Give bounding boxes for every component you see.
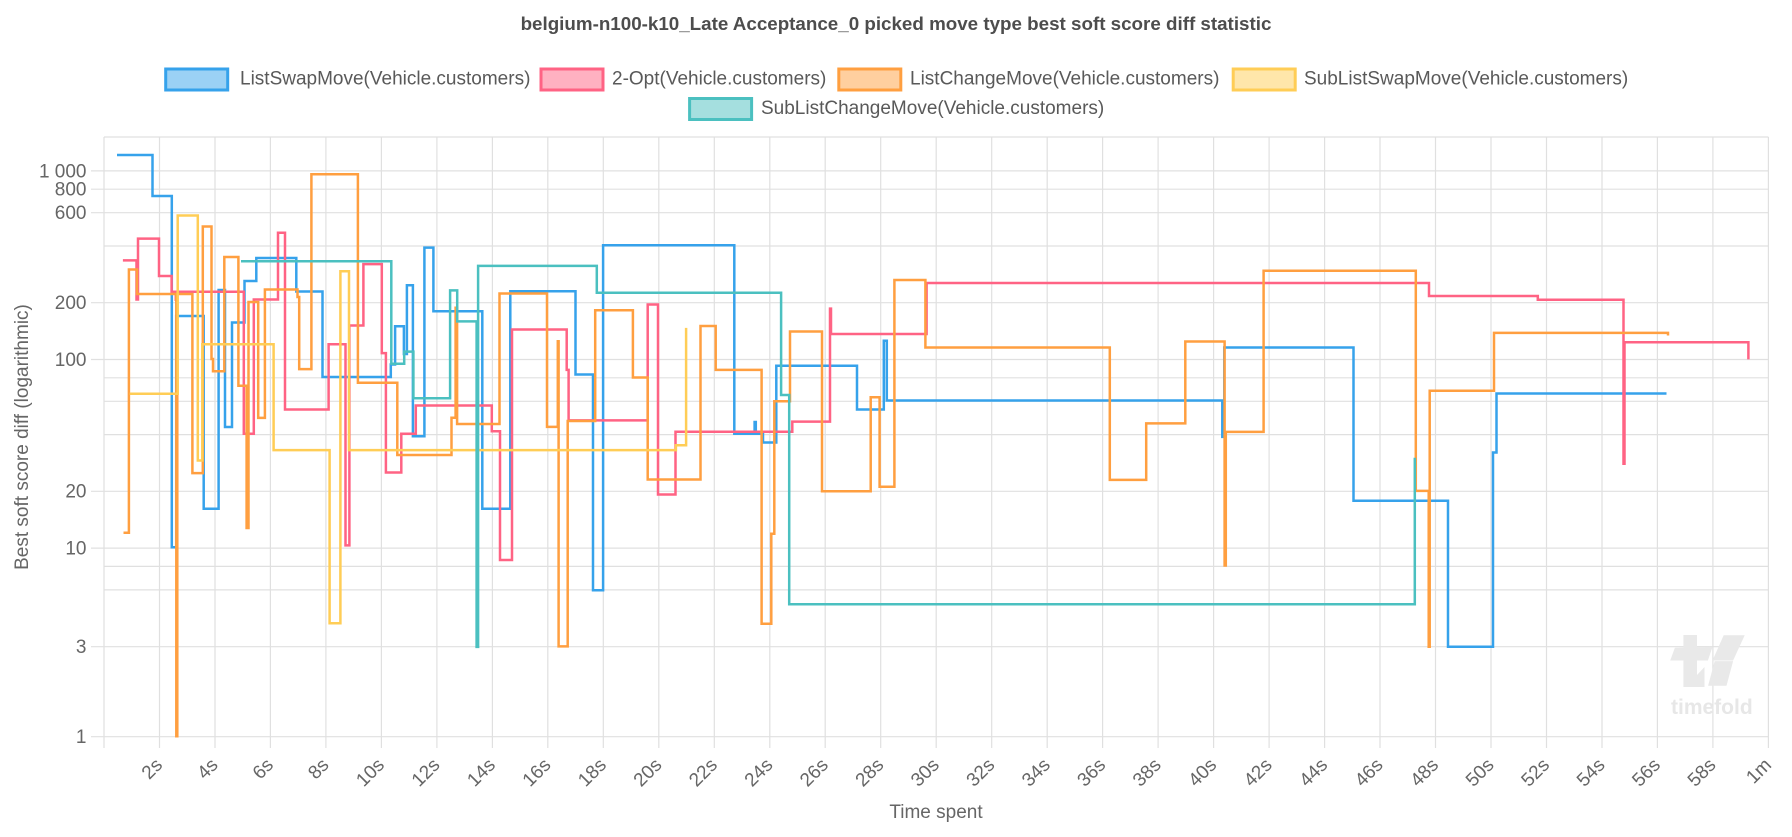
svg-text:200: 200 [55,293,87,314]
svg-text:600: 600 [55,203,87,224]
svg-text:20: 20 [65,482,86,503]
svg-text:belgium-n100-k10_Late Acceptan: belgium-n100-k10_Late Acceptance_0 picke… [521,13,1272,34]
svg-text:timefold: timefold [1671,696,1753,719]
svg-text:ListSwapMove(Vehicle.customers: ListSwapMove(Vehicle.customers) [240,68,530,89]
svg-text:SubListChangeMove(Vehicle.cust: SubListChangeMove(Vehicle.customers) [761,98,1104,119]
svg-text:Best soft score diff (logarith: Best soft score diff (logarithmic) [12,304,33,570]
svg-text:1 000: 1 000 [39,161,87,182]
svg-text:SubListSwapMove(Vehicle.custom: SubListSwapMove(Vehicle.customers) [1304,68,1628,89]
svg-text:100: 100 [55,350,87,371]
svg-text:1: 1 [76,727,87,748]
svg-text:ListChangeMove(Vehicle.custome: ListChangeMove(Vehicle.customers) [910,68,1219,89]
svg-text:800: 800 [55,180,87,201]
svg-text:Time spent: Time spent [889,802,983,823]
svg-text:2-Opt(Vehicle.customers): 2-Opt(Vehicle.customers) [612,68,826,89]
svg-text:3: 3 [76,637,87,658]
svg-text:10: 10 [65,539,86,560]
